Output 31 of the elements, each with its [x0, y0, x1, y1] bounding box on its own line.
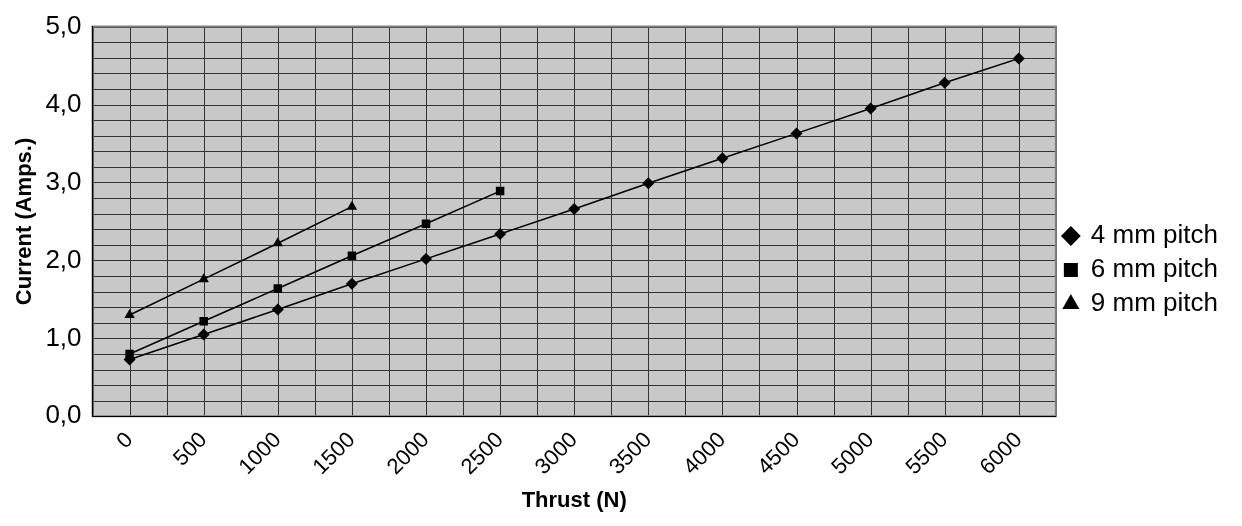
y-tick-label: 3,0	[45, 165, 82, 196]
point	[938, 76, 951, 89]
point	[568, 202, 581, 215]
point	[197, 328, 210, 341]
x-tick-label: 500	[167, 426, 212, 471]
point	[345, 277, 358, 290]
point	[494, 227, 507, 240]
x-axis-title: Thrust (N)	[521, 486, 627, 512]
legend-label: 9 mm pitch	[1090, 287, 1219, 318]
legend-label: 4 mm pitch	[1090, 219, 1219, 250]
point	[420, 252, 432, 265]
y-tick-label: 1,0	[45, 321, 82, 352]
y-tick-label: 0,0	[45, 399, 82, 430]
point	[790, 127, 803, 140]
point	[864, 102, 877, 115]
point	[346, 200, 358, 210]
point	[198, 273, 209, 283]
point	[272, 237, 283, 247]
point	[199, 316, 208, 326]
y-tick-label: 5,0	[45, 9, 82, 40]
point	[1012, 52, 1025, 65]
point	[271, 303, 284, 316]
y-tick-label: 2,0	[45, 243, 82, 274]
x-tick-label: 0	[111, 426, 138, 454]
point	[273, 284, 283, 293]
point	[124, 309, 135, 318]
y-tick-label: 4,0	[45, 87, 82, 118]
y-axis-title: Current (Amps.)	[11, 137, 37, 306]
legend-label: 6 mm pitch	[1090, 253, 1219, 284]
point	[642, 177, 655, 190]
point	[716, 152, 729, 165]
